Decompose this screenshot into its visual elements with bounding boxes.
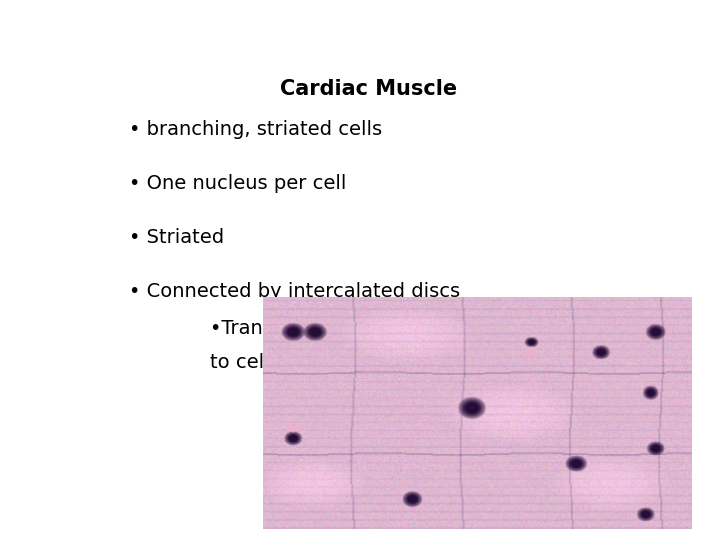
Text: Cardiac Muscle: Cardiac Muscle — [280, 79, 458, 99]
Text: to cell: to cell — [210, 353, 269, 372]
Text: • branching, striated cells: • branching, striated cells — [129, 120, 382, 139]
Text: •Transmits muscle impulse from cell: •Transmits muscle impulse from cell — [210, 319, 565, 339]
Text: • Striated: • Striated — [129, 228, 224, 247]
Text: • One nucleus per cell: • One nucleus per cell — [129, 174, 346, 193]
Text: • Connected by intercalated discs: • Connected by intercalated discs — [129, 282, 460, 301]
